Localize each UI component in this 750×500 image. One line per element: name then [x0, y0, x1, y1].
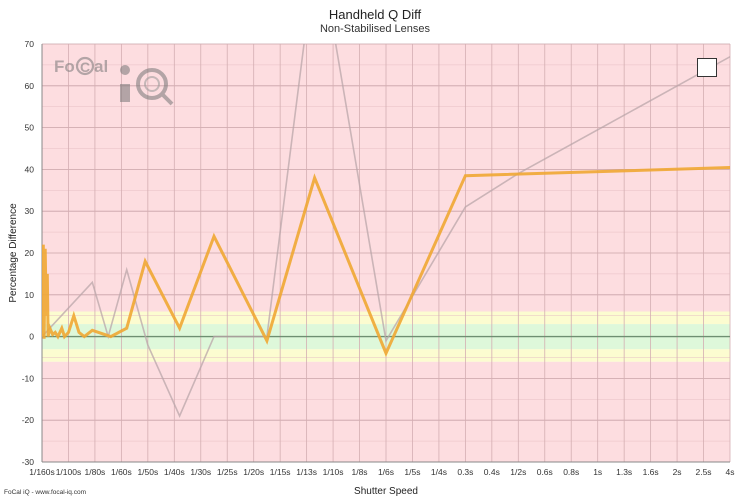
x-tick-label: 1/6s: [378, 467, 394, 477]
x-tick-label: 1/160s: [29, 467, 55, 477]
x-tick-label: 1.6s: [643, 467, 659, 477]
svg-text:al: al: [94, 57, 108, 76]
series-lines: [42, 44, 730, 418]
svg-text:Fo: Fo: [54, 57, 75, 76]
y-tick-label: 10: [25, 290, 35, 300]
x-tick-label: 1.3s: [616, 467, 632, 477]
x-tick-label: 1/30s: [190, 467, 211, 477]
y-tick-label: -30: [22, 457, 35, 467]
x-tick-label: 0.3s: [457, 467, 473, 477]
y-axis-title: Percentage Difference: [8, 203, 19, 303]
axis-ticks: -30 -20 -10 0 10 20 30 40 50 60 70 1/160s 1/100s 1/80…: [22, 39, 735, 477]
x-tick-label: 1/13s: [296, 467, 317, 477]
x-tick-label: 1/50s: [137, 467, 158, 477]
x-tick-label: 4s: [726, 467, 735, 477]
x-tick-label: 1/20s: [243, 467, 264, 477]
x-tick-label: 1s: [593, 467, 602, 477]
grid: [41, 43, 731, 463]
x-tick-label: 1/10s: [323, 467, 344, 477]
x-tick-label: 1/4s: [431, 467, 447, 477]
y-tick-label: -10: [22, 373, 35, 383]
y-tick-label: 50: [25, 123, 35, 133]
y-tick-label: 20: [25, 248, 35, 258]
focal-iq-logo: Fo C al: [54, 56, 174, 106]
x-tick-label: 1/80s: [85, 467, 106, 477]
x-tick-label: 1/25s: [217, 467, 238, 477]
x-tick-label: 0.4s: [484, 467, 500, 477]
y-tick-label: -20: [22, 415, 35, 425]
x-tick-label: 1/100s: [56, 467, 82, 477]
x-tick-label: 0.6s: [537, 467, 553, 477]
x-tick-label: 1/60s: [111, 467, 132, 477]
x-tick-label: 2.5s: [695, 467, 711, 477]
x-tick-label: 1/5s: [404, 467, 420, 477]
x-tick-label: 2s: [673, 467, 682, 477]
y-tick-label: 70: [25, 39, 35, 49]
x-tick-label: 1/15s: [270, 467, 291, 477]
y-tick-label: 30: [25, 206, 35, 216]
x-tick-label: 0.8s: [563, 467, 579, 477]
x-tick-label: 1/2s: [510, 467, 526, 477]
y-tick-label: 60: [25, 81, 35, 91]
x-tick-label: 1/8s: [351, 467, 367, 477]
series-line-1: [42, 166, 730, 358]
x-axis-title: Shutter Speed: [354, 486, 418, 497]
chart-title: Handheld Q Diff: [328, 7, 422, 22]
svg-text:C: C: [80, 59, 90, 75]
x-tick-label: 1/40s: [164, 467, 185, 477]
y-tick-label: 0: [29, 332, 34, 342]
legend-toggle-box[interactable]: [697, 58, 717, 77]
footer-credit: FoCal iQ - www.focal-iq.com: [4, 489, 86, 496]
y-tick-label: 40: [25, 164, 35, 174]
chart-subtitle: Non-Stabilised Lenses: [319, 23, 431, 35]
